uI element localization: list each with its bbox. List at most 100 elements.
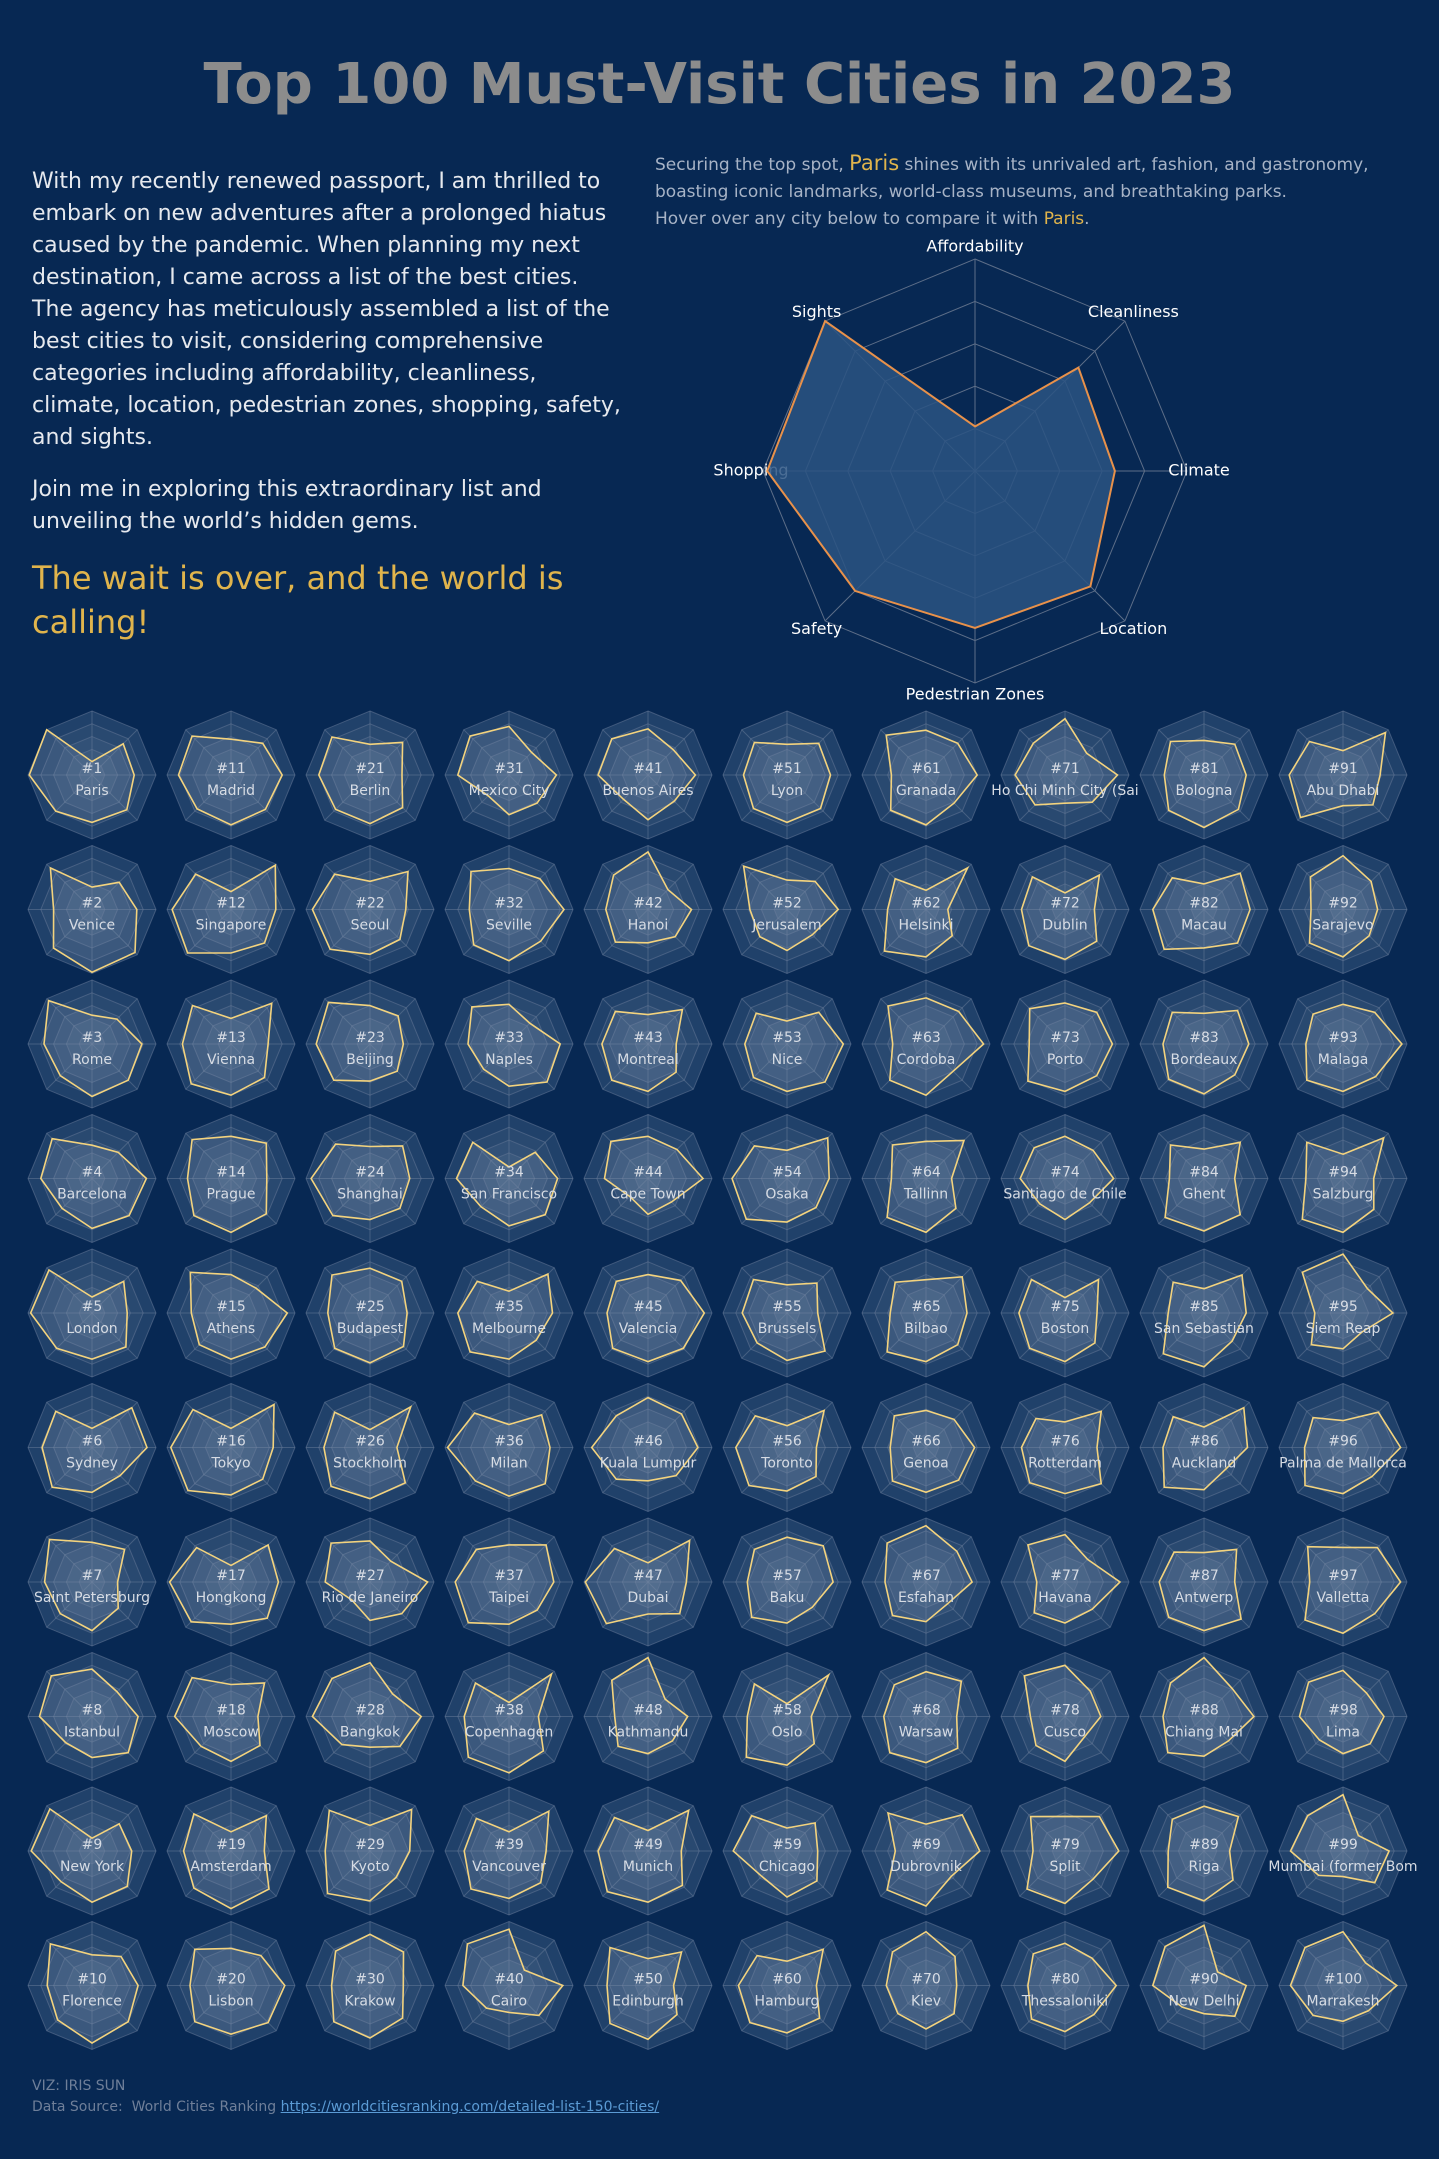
mini-spoke [1342,774,1389,821]
city-area [604,850,693,944]
mini-spoke [91,998,138,1045]
mini-spoke [1297,1670,1344,1717]
mini-spoke [324,1536,371,1583]
city-area [456,725,558,816]
mini-spoke [1342,1312,1389,1359]
mini-spoke [1019,774,1066,821]
city-radar: #38 Copenhagen [444,1651,574,1782]
city-radar: #65 Bilbao [861,1248,991,1378]
mini-spoke [369,1132,416,1179]
mini-spoke [185,1939,232,1986]
mini-spoke [1064,774,1111,821]
city-radar: #74 Santiago de Chile [1000,1113,1130,1244]
mini-spoke [880,1447,927,1494]
city-radar: #78 Cusco [1000,1651,1130,1782]
source-link[interactable]: https://worldcitiesranking.com/detailed-… [280,2099,660,2115]
mini-spoke [1019,1178,1066,1225]
mini-spoke [880,909,927,956]
mini-spoke [1342,1178,1389,1225]
mini-spoke [369,1267,416,1314]
city-name: Granada [896,783,956,799]
mini-spoke [1297,729,1344,776]
mini-spoke [369,1312,416,1359]
city-rank: #7 [82,1568,103,1584]
city-area [1163,739,1248,829]
mini-spoke [1342,1043,1389,1090]
mini-spoke [786,863,833,910]
mini-spoke [925,1043,972,1090]
mini-spoke [647,1401,694,1448]
city-name: Tallinn [903,1187,948,1203]
city-rank: #8 [82,1703,103,1719]
city-rank: #94 [1328,1165,1358,1181]
mini-spoke [185,774,232,821]
mini-spoke [230,1985,277,2032]
city-radar: #75 Boston [1000,1248,1130,1378]
intro-city: Paris [1043,209,1085,229]
mini-spoke [647,1267,694,1314]
city-rank: #80 [1050,1972,1080,1988]
mini-spoke [741,774,788,821]
city-area [887,997,985,1097]
city-radar: #30 Krakow [305,1920,435,2051]
mini-spoke [508,1312,555,1359]
city-area [38,1668,139,1759]
mini-spoke [324,1939,371,1986]
mini-spoke [602,909,649,956]
mini-spoke [91,1267,138,1314]
mini-spoke [602,1178,649,1225]
city-radar: #20 Lisbon [166,1920,296,2051]
city-area [446,1412,551,1497]
mini-spoke [230,1178,277,1225]
mini-spoke [1342,998,1389,1045]
city-radar: #48 Kathmandu [583,1651,713,1782]
city-rank: #42 [633,896,663,912]
mini-spoke [463,1267,510,1314]
city-name: Rome [72,1052,112,1068]
city-name: Sydney [66,1456,118,1472]
city-name: Budapest [337,1321,404,1337]
city-area [1162,1656,1255,1758]
city-rank: #14 [216,1165,246,1181]
city-radar: #70 Kiev [861,1920,991,2051]
mini-spoke [647,998,694,1045]
mini-spoke [1064,729,1111,776]
city-name: Cape Town [610,1187,685,1203]
city-name: Vienna [207,1052,255,1068]
city-rank: #38 [494,1703,524,1719]
mini-spoke [230,909,277,956]
city-rank: #61 [911,761,941,777]
city-radar: #92 Sarajevo [1278,844,1408,975]
city-rank: #75 [1050,1299,1080,1315]
radar-area [766,319,1116,629]
city-name: Shanghai [337,1187,402,1203]
city-rank: #98 [1328,1703,1358,1719]
city-name: Chicago [759,1859,815,1875]
mini-spoke [1019,1805,1066,1852]
mini-spoke [508,1985,555,2032]
city-area [734,1409,826,1492]
city-name: Taipei [488,1590,529,1606]
city-radar: #28 Bangkok [305,1651,435,1782]
mini-spoke [1019,1985,1066,2032]
city-radar: #16 Tokyo [166,1382,296,1513]
city-radar: #33 Naples [444,979,574,1109]
mini-spoke [463,1447,510,1494]
mini-spoke [647,1043,694,1090]
mini-spoke [230,1716,277,1763]
city-radar: #80 Thessaloniki [1000,1920,1130,2051]
mini-spoke [880,1178,927,1225]
mini-spoke [1297,774,1344,821]
mini-spoke [185,1312,232,1359]
city-rank: #78 [1050,1703,1080,1719]
mini-spoke [786,1805,833,1852]
mini-spoke [925,729,972,776]
city-rank: #18 [216,1703,246,1719]
city-area [743,1011,845,1093]
city-radar: #99 Mumbai (former Bom [1268,1786,1418,1916]
mini-spoke [1064,1447,1111,1494]
city-radar: #53 Nice [722,979,852,1109]
city-name: Rotterdam [1028,1456,1102,1472]
story-paragraph: With my recently renewed passport, I am … [32,169,621,450]
city-area [189,1947,286,2035]
